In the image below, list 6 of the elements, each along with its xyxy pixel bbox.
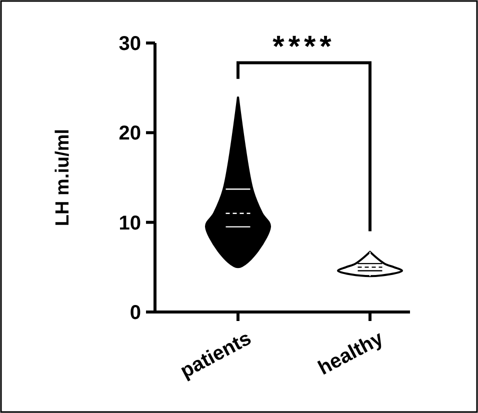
annotation: **** xyxy=(272,30,336,64)
y-axis-title: LH m.iu/ml xyxy=(52,128,74,226)
y-tick-label: 20 xyxy=(118,122,141,145)
y-tick-label: 0 xyxy=(130,302,141,324)
y-tick-label: 30 xyxy=(118,33,141,55)
y-tick-label: 10 xyxy=(118,212,141,234)
